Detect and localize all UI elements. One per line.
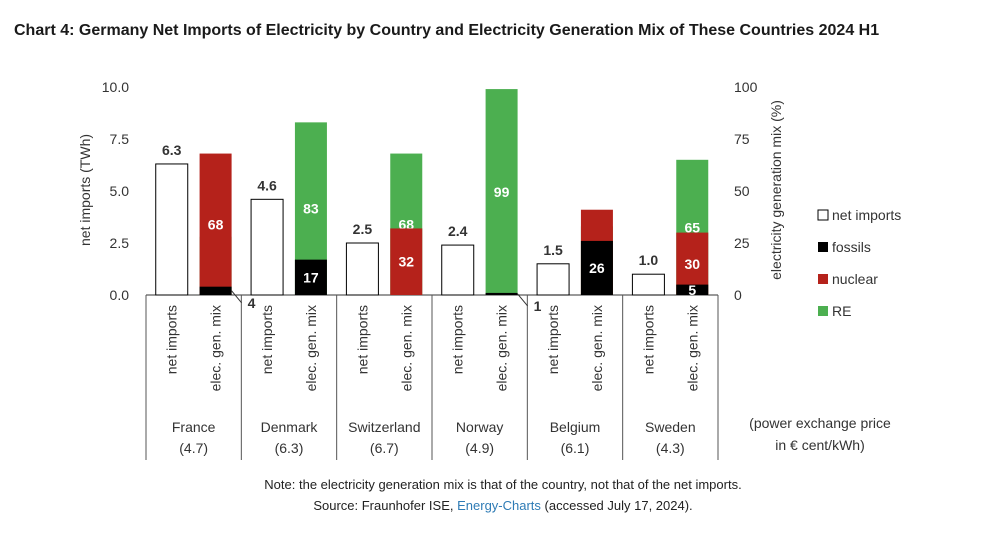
footnote: Note: the electricity generation mix is … — [264, 477, 741, 492]
y-axis-label-left: net imports (TWh) — [77, 134, 93, 246]
legend-label-RE: RE — [832, 303, 851, 319]
bar-category-label: elec. gen. mix — [589, 305, 605, 391]
bar-category-label: net imports — [164, 305, 180, 374]
y-tick-right: 75 — [734, 131, 750, 147]
legend-swatch-nuclear — [818, 274, 828, 284]
legend-label-fossils: fossils — [832, 239, 871, 255]
bar-category-label: net imports — [354, 305, 370, 374]
fossils-callout-line — [231, 290, 242, 304]
price-note-line1: (power exchange price — [749, 415, 891, 431]
country-price: (6.7) — [370, 440, 399, 456]
fossils-segment — [580, 240, 613, 295]
y-tick-right: 50 — [734, 183, 750, 199]
fossils-value-label: 26 — [589, 260, 605, 276]
net-imports-value-label: 1.0 — [639, 252, 659, 268]
source-suffix: (accessed July 17, 2024). — [541, 498, 693, 513]
bar-category-label: elec. gen. mix — [398, 305, 414, 391]
y-tick-left: 0.0 — [110, 287, 130, 303]
source-line: Source: Fraunhofer ISE, Energy-Charts (a… — [313, 498, 692, 513]
bar-category-label: net imports — [259, 305, 275, 374]
country-name: Belgium — [550, 419, 601, 435]
bar-category-label: elec. gen. mix — [208, 305, 224, 391]
y-tick-left: 10.0 — [102, 79, 129, 95]
RE-value-label: 68 — [398, 216, 414, 232]
y-tick-right: 25 — [734, 235, 750, 251]
fossils-value-label: 17 — [303, 269, 319, 285]
RE-value-label: 99 — [494, 184, 510, 200]
bar-category-label: elec. gen. mix — [303, 305, 319, 391]
net-imports-value-label: 2.4 — [448, 223, 468, 239]
fossils-callout-line — [517, 293, 528, 307]
net-imports-value-label: 4.6 — [257, 177, 277, 193]
legend-swatch-RE — [818, 306, 828, 316]
legend-swatch-net_imports — [817, 209, 829, 221]
net-imports-value-label: 2.5 — [353, 221, 373, 237]
category-labels: net imports elec. gen. mix France (4.7) net … — [164, 305, 701, 456]
fossils-value-label: 5 — [688, 282, 696, 298]
nuclear-value-label: 32 — [398, 254, 414, 270]
y-tick-right: 0 — [734, 287, 742, 303]
fossils-value-label: 4 — [248, 295, 256, 311]
RE-segment — [485, 89, 518, 295]
country-price: (4.3) — [656, 440, 685, 456]
bar-category-label: net imports — [545, 305, 561, 374]
legend-swatch-fossils — [818, 242, 828, 252]
y-axis-label-right: electricity generation mix (%) — [768, 100, 784, 280]
bars: 6.3286844.683172.568322.49911.53341261.0… — [155, 89, 709, 314]
country-name: Denmark — [261, 419, 319, 435]
source-link[interactable]: Energy-Charts — [457, 498, 541, 513]
country-price: (6.3) — [275, 440, 304, 456]
y-tick-right: 100 — [734, 79, 758, 95]
country-price: (6.1) — [561, 440, 590, 456]
fossils-segment — [485, 292, 518, 295]
fossils-segment — [294, 259, 327, 295]
y-tick-left: 2.5 — [110, 235, 130, 251]
net-imports-bar — [155, 163, 189, 296]
nuclear-segment — [390, 228, 423, 295]
net-imports-bar — [345, 242, 379, 296]
y-tick-left: 5.0 — [110, 183, 130, 199]
bar-category-label: elec. gen. mix — [494, 305, 510, 391]
legend-label-net_imports: net imports — [832, 207, 901, 223]
country-price: (4.7) — [179, 440, 208, 456]
net-imports-bar — [250, 198, 284, 296]
country-name: Switzerland — [348, 419, 420, 435]
net-imports-bar — [536, 263, 570, 296]
nuclear-segment — [199, 153, 232, 295]
y-tick-left: 7.5 — [110, 131, 130, 147]
country-name: Norway — [456, 419, 503, 435]
price-note-line2: in € cent/kWh) — [775, 437, 864, 453]
legend: net imports fossils nuclear RE — [817, 207, 901, 319]
source-prefix: Source: Fraunhofer ISE, — [313, 498, 457, 513]
bar-category-label: net imports — [640, 305, 656, 374]
fossils-value-label: 1 — [534, 298, 542, 314]
net-imports-value-label: 1.5 — [543, 242, 563, 258]
fossils-segment — [199, 286, 232, 295]
legend-label-nuclear: nuclear — [832, 271, 878, 287]
nuclear-value-label: 30 — [684, 256, 700, 272]
country-name: France — [172, 419, 216, 435]
net-imports-bar — [631, 273, 665, 296]
net-imports-value-label: 6.3 — [162, 142, 182, 158]
chart-title: Chart 4: Germany Net Imports of Electric… — [14, 22, 879, 39]
axes: 0.0 2.5 5.0 7.5 10.0 0 25 50 75 100 — [102, 79, 758, 460]
country-price: (4.9) — [465, 440, 494, 456]
bar-category-label: net imports — [450, 305, 466, 374]
RE-value-label: 65 — [684, 219, 700, 235]
net-imports-bar — [441, 244, 475, 296]
country-name: Sweden — [645, 419, 696, 435]
fossils-segment — [676, 284, 709, 295]
nuclear-value-label: 68 — [208, 216, 224, 232]
bar-category-label: elec. gen. mix — [684, 305, 700, 391]
RE-value-label: 83 — [303, 201, 319, 217]
